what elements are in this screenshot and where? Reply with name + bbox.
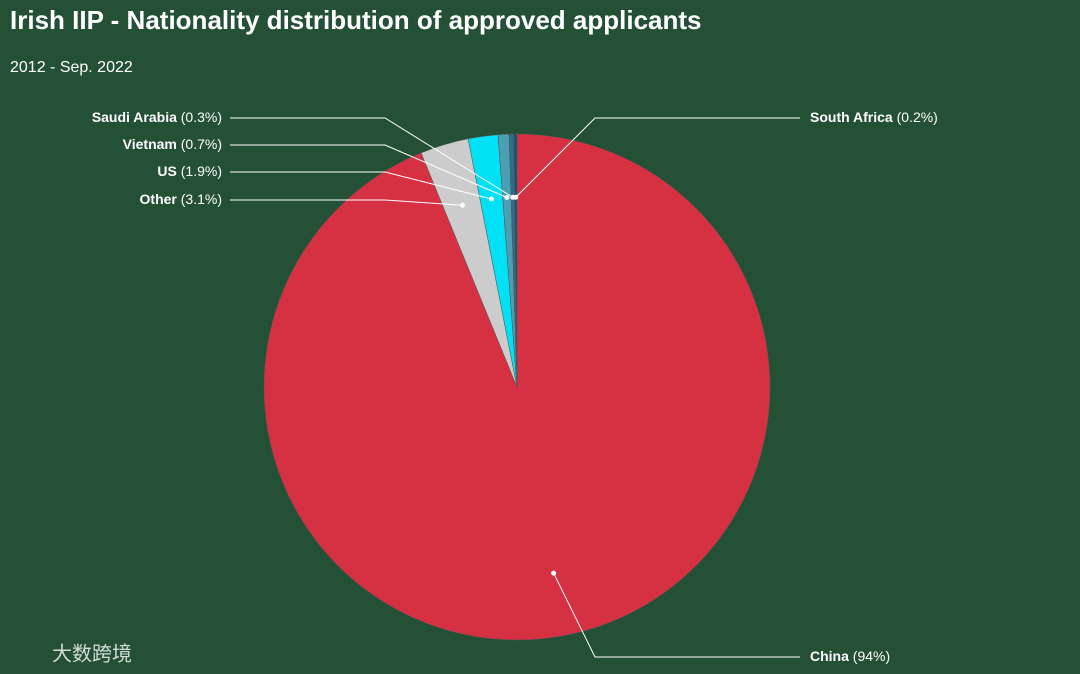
slice-name: Saudi Arabia <box>92 109 177 125</box>
leader-line <box>230 117 514 198</box>
slice-label: South Africa (0.2%) <box>810 109 938 125</box>
slice-label: Saudi Arabia (0.3%) <box>92 109 222 125</box>
leader-dot <box>504 195 510 201</box>
leader-line <box>230 199 463 206</box>
slice-value-label: (0.2%) <box>897 109 938 125</box>
slice-value-label: (94%) <box>853 648 890 664</box>
leader-line <box>230 144 508 198</box>
chart-title: Irish IIP - Nationality distribution of … <box>10 5 702 35</box>
slice-label: US (1.9%) <box>157 163 222 179</box>
leader-line <box>230 171 492 200</box>
slice-value-label: (3.1%) <box>181 191 222 207</box>
slice-label: China (94%) <box>810 648 890 664</box>
slice-value-label: (0.7%) <box>181 136 222 152</box>
slice-label: Other (3.1%) <box>140 191 222 207</box>
leader-dot <box>513 194 519 200</box>
leader-line <box>515 117 800 198</box>
leader-dot <box>551 570 557 576</box>
slice-name: Vietnam <box>123 136 177 152</box>
leader-line <box>553 572 800 658</box>
slice-label: Vietnam (0.7%) <box>123 136 222 152</box>
slice-value-label: (1.9%) <box>181 163 222 179</box>
leader-dot <box>488 196 494 202</box>
leader-dot <box>459 202 465 208</box>
slice-name: China <box>810 648 849 664</box>
slice-value-label: (0.3%) <box>181 109 222 125</box>
slice-name: US <box>157 163 176 179</box>
slice-name: Other <box>140 191 178 207</box>
slice-name: South Africa <box>810 109 893 125</box>
chart-subtitle: 2012 - Sep. 2022 <box>10 59 133 76</box>
watermark: 大数跨境 <box>52 642 132 665</box>
